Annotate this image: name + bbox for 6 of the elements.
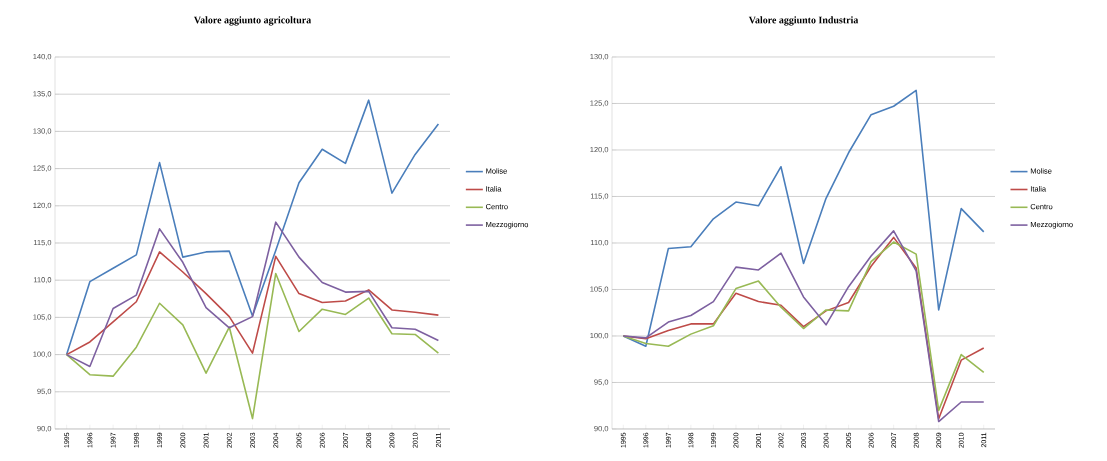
- line-series: [65, 221, 440, 368]
- chart-title: Valore aggiunto agricoltura: [193, 16, 312, 26]
- line-series: [65, 99, 440, 356]
- line-series: [65, 272, 440, 420]
- chart-title: Valore aggiunto Industria: [748, 16, 859, 26]
- line-series: [65, 251, 440, 356]
